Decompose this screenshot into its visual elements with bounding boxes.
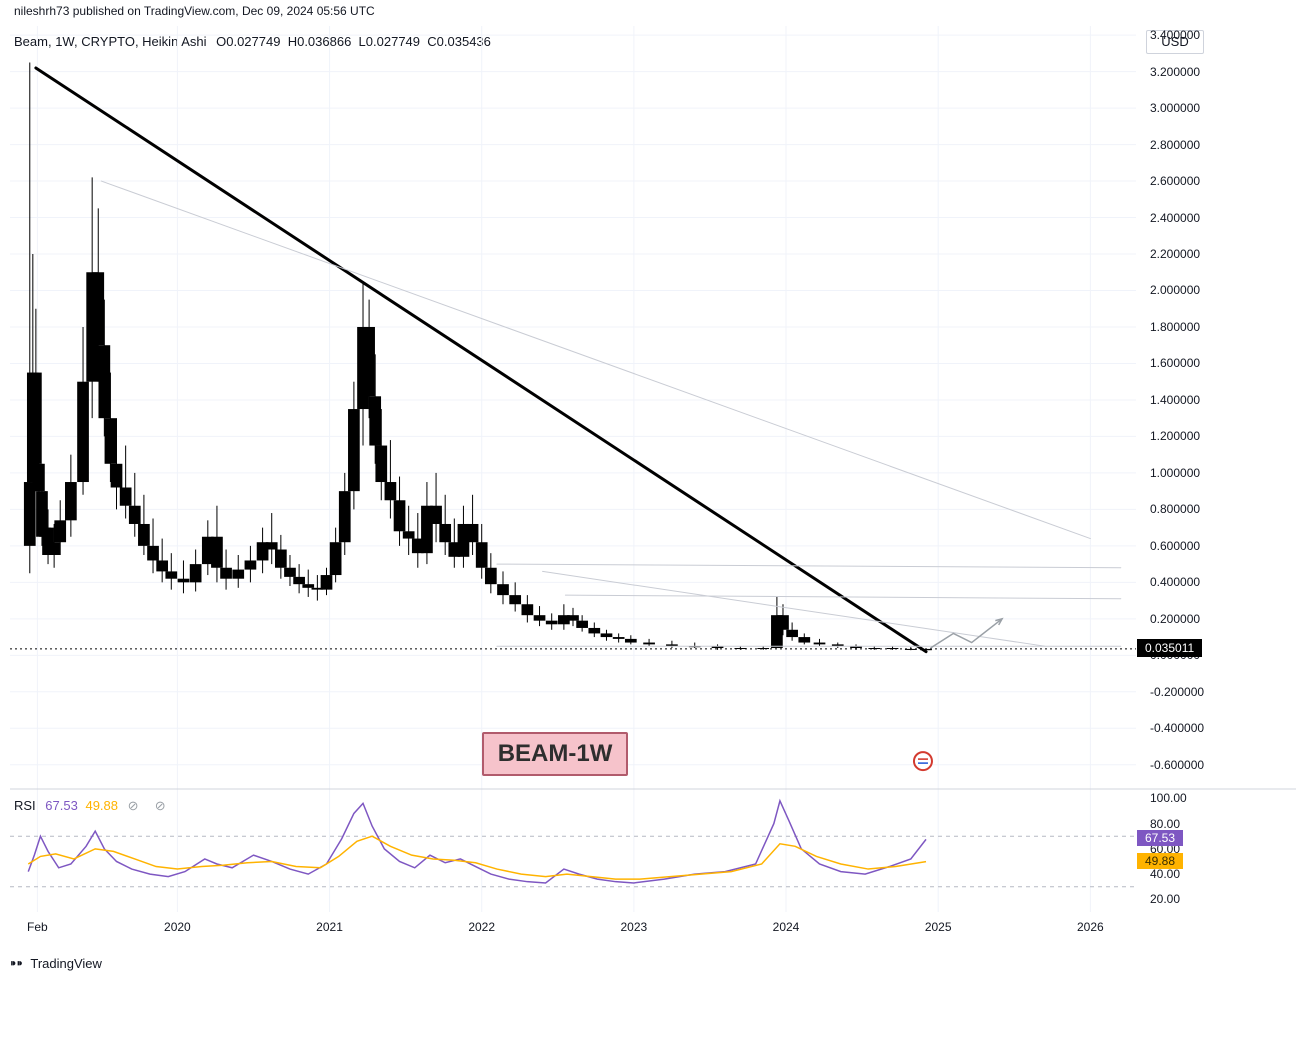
price-y-tick: -0.400000 — [1150, 721, 1204, 735]
rsi-value-flag-purple: 67.53 — [1137, 830, 1183, 846]
rsi-purple: 67.53 — [45, 798, 78, 813]
x-tick: 2025 — [925, 920, 952, 934]
x-tick: 2023 — [621, 920, 648, 934]
rsi-yellow: 49.88 — [85, 798, 118, 813]
price-y-tick: 1.600000 — [1150, 356, 1200, 370]
price-y-tick: 1.800000 — [1150, 320, 1200, 334]
tradingview-icon: ⁍⁍ — [10, 956, 23, 972]
rsi-y-tick: 20.00 — [1150, 892, 1180, 906]
x-tick: 2020 — [164, 920, 191, 934]
price-y-tick: 0.800000 — [1150, 502, 1200, 516]
price-y-tick: 3.000000 — [1150, 101, 1200, 115]
price-y-tick: 1.200000 — [1150, 429, 1200, 443]
price-y-tick: 3.200000 — [1150, 65, 1200, 79]
chart-svg — [0, 0, 1302, 1047]
price-y-tick: 2.400000 — [1150, 211, 1200, 225]
price-y-tick: 1.000000 — [1150, 466, 1200, 480]
time-x-axis[interactable]: Feb 2020 2021 2022 2023 2024 2025 2026 — [10, 914, 1136, 938]
chart-root: nileshrh73 published on TradingView.com,… — [0, 0, 1302, 1047]
price-y-tick: -0.600000 — [1150, 758, 1204, 772]
price-y-tick: 2.800000 — [1150, 138, 1200, 152]
footer-brand: ⁍⁍ TradingView — [10, 956, 102, 972]
x-tick: Feb — [27, 920, 48, 934]
price-y-tick: 2.000000 — [1150, 283, 1200, 297]
price-y-tick: 0.400000 — [1150, 575, 1200, 589]
rsi-value-flag-yellow: 49.88 — [1137, 853, 1183, 869]
price-y-tick: 0.200000 — [1150, 612, 1200, 626]
watermark-label: BEAM-1W — [482, 732, 629, 776]
rsi-y-tick: 40.00 — [1150, 867, 1180, 881]
rsi-legend: RSI 67.53 49.88 ⊘ ⊘ — [14, 798, 169, 814]
price-y-tick: -0.200000 — [1150, 685, 1204, 699]
price-y-tick: 2.200000 — [1150, 247, 1200, 261]
rsi-y-tick: 80.00 — [1150, 817, 1180, 831]
price-y-tick: 2.600000 — [1150, 174, 1200, 188]
price-y-tick: 1.400000 — [1150, 393, 1200, 407]
last-price-flag: 0.035011 — [1137, 639, 1202, 657]
price-y-axis[interactable]: 3.400000 3.200000 3.000000 2.800000 2.600000… — [1136, 26, 1296, 783]
rsi-y-tick: 100.00 — [1150, 791, 1187, 805]
price-y-tick: 0.600000 — [1150, 539, 1200, 553]
x-tick: 2021 — [316, 920, 343, 934]
rsi-label: RSI — [14, 798, 36, 813]
footer-text: TradingView — [30, 956, 102, 971]
x-tick: 2026 — [1077, 920, 1104, 934]
x-tick: 2022 — [468, 920, 495, 934]
price-y-tick: 3.400000 — [1150, 28, 1200, 42]
rsi-indicator-dots: ⊘ ⊘ — [128, 798, 169, 813]
x-tick: 2024 — [773, 920, 800, 934]
